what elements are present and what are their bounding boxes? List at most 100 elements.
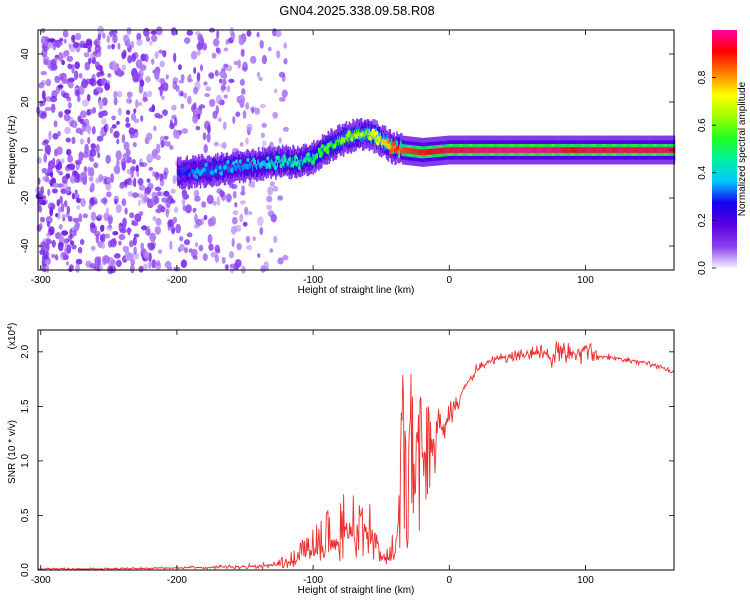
spectrogram-signal-cell bbox=[343, 130, 346, 143]
spectrogram-cells bbox=[35, 25, 289, 275]
spectrogram-noise-cell bbox=[38, 196, 43, 203]
spectrogram-signal-cell bbox=[634, 147, 637, 153]
spectrogram-noise-cell bbox=[58, 170, 63, 176]
spectrogram-noise-cell bbox=[277, 195, 283, 201]
spectrogram-signal-cell bbox=[599, 147, 601, 153]
spectrogram-signal-cell bbox=[237, 162, 239, 168]
spectrogram-signal-cell bbox=[238, 164, 241, 170]
spectrogram-signal-cell bbox=[252, 165, 254, 172]
spectrogram-noise-cell bbox=[74, 222, 80, 232]
spectrogram-signal-cell bbox=[411, 148, 413, 155]
spectrogram-noise-cell bbox=[169, 122, 175, 130]
spectrogram-noise-cell bbox=[118, 234, 126, 241]
spectrogram-x-tick-label: -300 bbox=[31, 275, 51, 286]
spectrogram-signal-cell bbox=[641, 147, 643, 153]
spectrogram-noise-cell bbox=[79, 40, 86, 49]
spectrogram-signal-cell bbox=[297, 157, 299, 163]
spectrogram-signal-cell bbox=[565, 147, 568, 153]
spectrogram-noise-cell bbox=[126, 169, 132, 175]
spectrogram-signal-cell bbox=[554, 147, 556, 153]
spectrogram-signal-cell bbox=[221, 167, 224, 174]
spectrogram-noise-cell bbox=[48, 166, 52, 174]
spectrogram-signal-cell bbox=[637, 147, 639, 153]
spectrogram-noise-cell bbox=[240, 78, 245, 86]
spectrogram-noise-cell bbox=[72, 217, 80, 223]
spectrogram-signal-cell bbox=[561, 147, 563, 153]
snr-y-tick-label: 1.5 bbox=[20, 399, 31, 413]
spectrogram-noise-cell bbox=[125, 254, 131, 261]
spectrogram-noise-cell bbox=[229, 263, 236, 269]
spectrogram-noise-cell bbox=[66, 55, 74, 62]
spectrogram-signal-cell bbox=[501, 147, 503, 153]
spectrogram-noise-cell bbox=[131, 113, 136, 121]
spectrogram-noise-cell bbox=[111, 124, 117, 129]
spectrogram-noise-cell bbox=[116, 120, 120, 125]
spectrogram-noise-cell bbox=[110, 259, 116, 267]
spectrogram-signal-cell bbox=[236, 158, 238, 171]
spectrogram-signal-cell bbox=[617, 147, 619, 153]
spectrogram-noise-cell bbox=[202, 253, 208, 262]
spectrogram-signal-cell bbox=[422, 149, 425, 156]
spectrogram-noise-cell bbox=[156, 143, 161, 154]
spectrogram-noise-cell bbox=[204, 93, 211, 98]
spectrogram-noise-cell bbox=[95, 177, 100, 184]
spectrogram-noise-cell bbox=[106, 191, 112, 198]
spectrogram-noise-cell bbox=[180, 103, 185, 109]
spectrogram-noise-cell bbox=[59, 37, 64, 42]
spectrogram-signal-cell bbox=[349, 132, 352, 139]
spectrogram-noise-cell bbox=[148, 166, 154, 171]
spectrogram-noise-cell bbox=[127, 38, 131, 49]
spectrogram-noise-cell bbox=[127, 191, 134, 197]
spectrogram-noise-cell bbox=[203, 81, 208, 86]
spectrogram-noise-cell bbox=[233, 61, 239, 65]
spectrogram-noise-cell bbox=[45, 264, 50, 274]
spectrogram-noise-cell bbox=[146, 153, 154, 163]
spectrogram-noise-cell bbox=[230, 31, 236, 41]
spectrogram-noise-cell bbox=[111, 62, 119, 72]
spectrogram-noise-cell bbox=[226, 85, 231, 93]
spectrogram-noise-cell bbox=[97, 152, 101, 159]
spectrogram-noise-cell bbox=[162, 50, 167, 58]
spectrogram-signal-cell bbox=[468, 147, 471, 153]
spectrogram-signal-cell bbox=[652, 147, 655, 153]
spectrogram-signal-cell bbox=[329, 142, 331, 155]
spectrogram-noise-cell bbox=[44, 106, 52, 111]
spectrogram-noise-cell bbox=[93, 162, 99, 169]
spectrogram-signal-cell bbox=[529, 147, 532, 153]
spectrogram-noise-cell bbox=[196, 72, 201, 82]
spectrogram-signal-cell bbox=[312, 152, 314, 159]
spectrogram-signal-cell bbox=[273, 162, 275, 168]
spectrogram-signal-cell bbox=[314, 154, 316, 161]
spectrogram-noise-cell bbox=[267, 46, 272, 52]
spectrogram-signal-cell bbox=[247, 163, 250, 170]
spectrogram-noise-cell bbox=[55, 164, 60, 170]
spectrogram-signal-cell bbox=[276, 157, 278, 170]
spectrogram-signal-cell bbox=[447, 147, 450, 154]
spectrogram-signal-cell bbox=[521, 147, 523, 153]
spectrogram-noise-cell bbox=[242, 110, 247, 119]
snr-x-tick-label: -300 bbox=[31, 575, 51, 586]
spectrogram-signal-cell bbox=[588, 147, 591, 153]
spectrogram-noise-cell bbox=[245, 235, 251, 243]
spectrogram-signal-cell bbox=[555, 147, 557, 153]
spectrogram-noise-cell bbox=[185, 204, 192, 214]
spectrogram-signal-cell bbox=[384, 139, 387, 146]
spectrogram-x-ticks: -300 -200 -100 0 100 bbox=[31, 30, 594, 286]
spectrogram-noise-cell bbox=[216, 29, 220, 40]
spectrogram-signal-cell bbox=[446, 147, 449, 154]
spectrogram-noise-cell bbox=[67, 215, 73, 222]
spectrogram-signal-cell bbox=[300, 157, 303, 169]
spectrogram-signal-cell bbox=[241, 158, 244, 170]
snr-series-line bbox=[37, 341, 675, 571]
spectrogram-noise-cell bbox=[133, 246, 137, 255]
spectrogram-signal-cell bbox=[356, 129, 358, 136]
spectrogram-signal-cell bbox=[636, 147, 638, 153]
spectrogram-noise-cell bbox=[133, 118, 140, 124]
spectrogram-noise-cell bbox=[64, 239, 68, 248]
spectrogram-signal-cell bbox=[520, 147, 522, 153]
snr-y-multiplier: (x104) bbox=[7, 323, 19, 350]
spectrogram-signal-cell bbox=[478, 147, 480, 153]
spectrogram-noise-cell bbox=[61, 59, 65, 66]
spectrogram-signal-cell bbox=[469, 147, 472, 153]
spectrogram-noise-cell bbox=[87, 47, 92, 53]
